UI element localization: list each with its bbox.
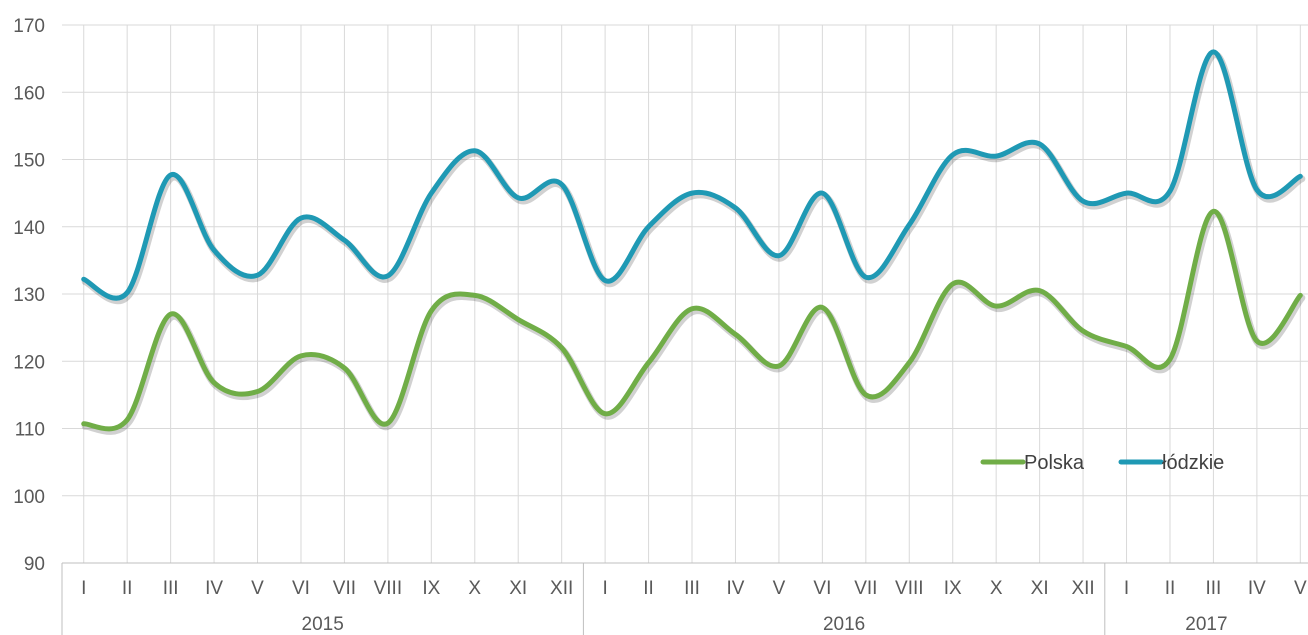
legend-label-2: łódzkie: [1162, 452, 1224, 474]
year-label: 2016: [823, 614, 865, 635]
x-tick-label: III: [1206, 578, 1222, 599]
gridlines: [62, 24, 1308, 563]
x-tick-label: IV: [726, 578, 744, 599]
x-tick-label: XII: [550, 578, 573, 599]
series-line-shadow: [81, 50, 1306, 305]
x-tick-label: III: [163, 578, 179, 599]
x-tick-label: IX: [422, 578, 440, 599]
x-tick-label: IV: [1248, 578, 1266, 599]
x-tick-label: II: [122, 578, 133, 599]
x-tick-label: IV: [205, 578, 223, 599]
x-tick-label: VI: [292, 578, 310, 599]
x-tick-label: XII: [1071, 578, 1094, 599]
x-tick-label: I: [602, 578, 607, 599]
x-tick-label: I: [81, 578, 86, 599]
x-tick-label: VII: [854, 578, 877, 599]
y-tick-label: 170: [13, 16, 45, 37]
y-tick-label: 90: [24, 554, 45, 575]
x-tick-label: II: [643, 578, 654, 599]
year-label: 2017: [1185, 614, 1227, 635]
series-line-shadow: [81, 210, 1306, 435]
year-label: 2015: [302, 614, 344, 635]
x-tick-label: XI: [509, 578, 527, 599]
x-tick-label: V: [773, 578, 786, 599]
y-tick-label: 100: [13, 487, 45, 508]
x-tick-label: I: [1124, 578, 1129, 599]
x-tick-label: VI: [813, 578, 831, 599]
y-tick-label: 140: [13, 218, 45, 239]
x-tick-label: XI: [1031, 578, 1049, 599]
x-tick-label: III: [684, 578, 700, 599]
y-tick-label: 150: [13, 151, 45, 172]
y-tick-label: 160: [13, 83, 45, 104]
x-axis: [61, 562, 1308, 635]
x-tick-label: X: [468, 578, 481, 599]
x-tick-label: IX: [944, 578, 962, 599]
y-tick-label: 130: [13, 285, 45, 306]
x-tick-label: VII: [333, 578, 356, 599]
x-tick-label: V: [1294, 578, 1307, 599]
series-line-2: [81, 49, 1303, 301]
x-tick-label: X: [990, 578, 1003, 599]
x-tick-label: II: [1165, 578, 1176, 599]
series-lines: [81, 49, 1306, 435]
x-tick-label: VIII: [374, 578, 403, 599]
legend: Polska łódzkie: [980, 452, 1224, 474]
y-tick-label: 110: [15, 420, 45, 441]
y-axis-tick-labels: 90 100 110 120 130 140 150 160 170: [13, 16, 45, 575]
series-line-1: [81, 208, 1303, 432]
y-tick-label: 120: [13, 352, 45, 373]
x-tick-label: VIII: [895, 578, 924, 599]
legend-label-1: Polska: [1024, 452, 1085, 474]
x-tick-label: V: [251, 578, 264, 599]
